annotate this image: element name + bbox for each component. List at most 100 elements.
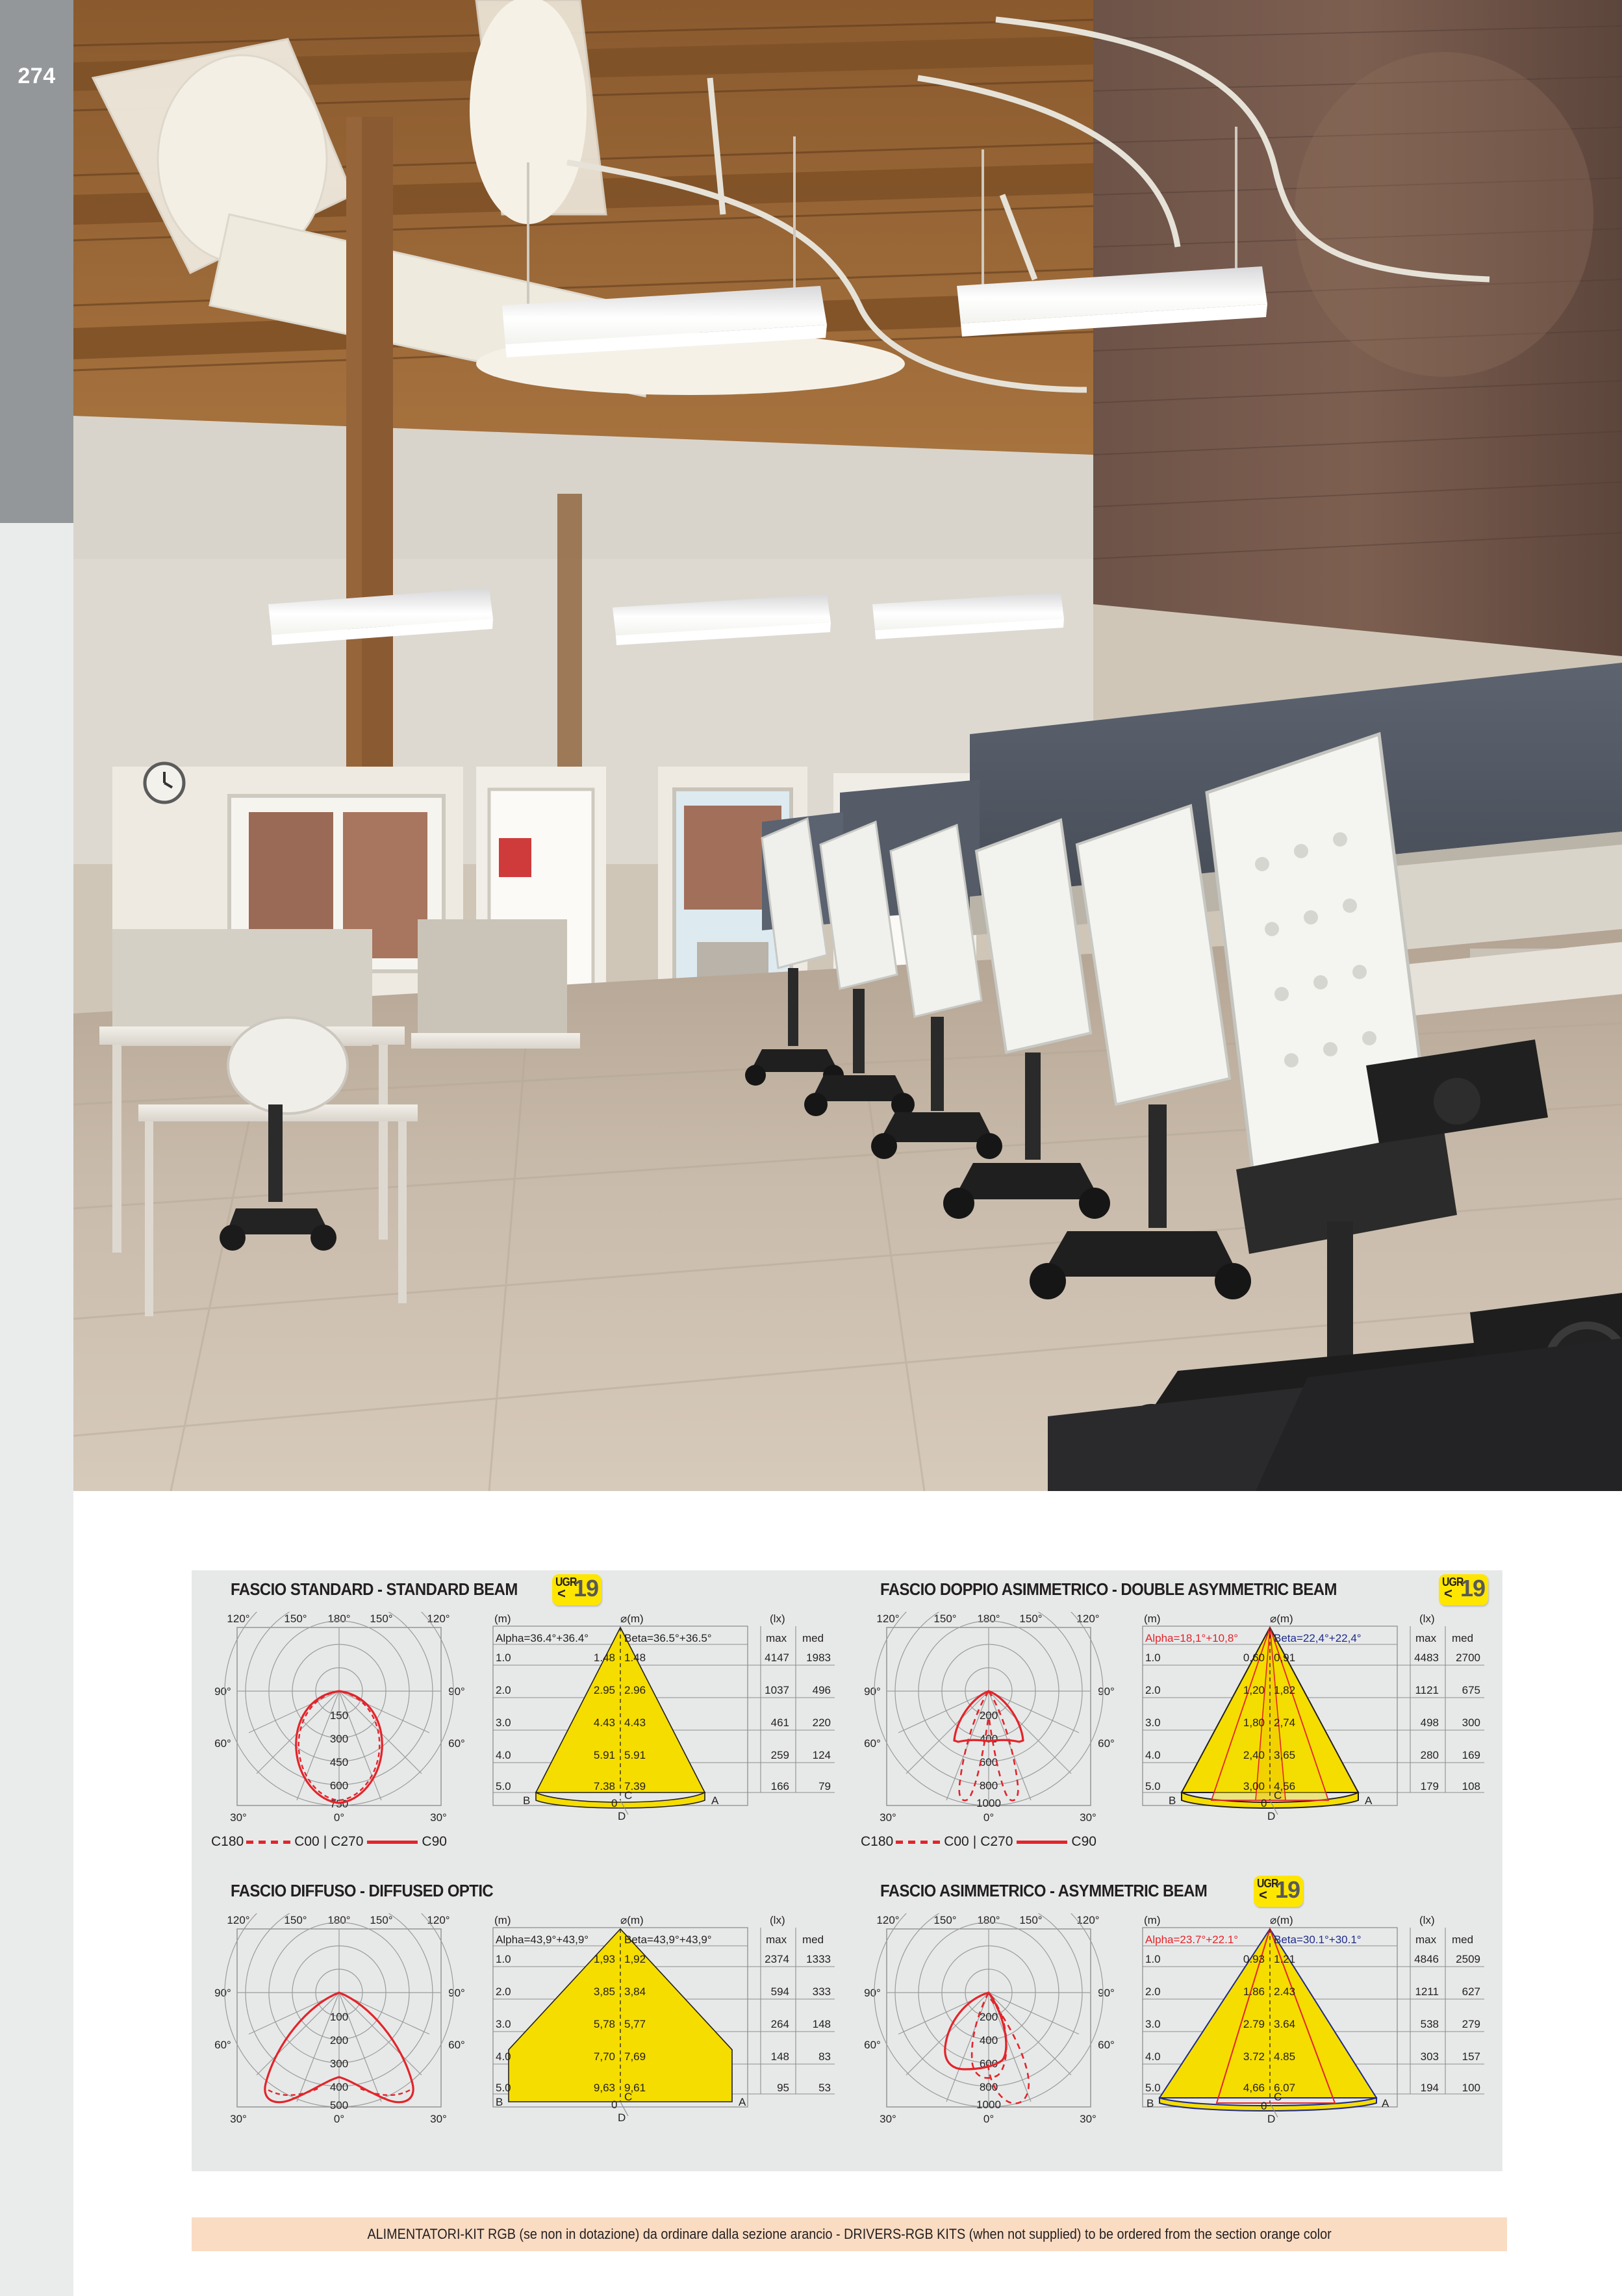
svg-text:150°: 150° (1019, 1914, 1042, 1926)
svg-text:2374: 2374 (765, 1953, 789, 1965)
svg-text:B: B (496, 2096, 503, 2108)
svg-text:5.0: 5.0 (496, 1780, 511, 1792)
svg-text:7.39: 7.39 (624, 1780, 646, 1792)
svg-text:3.72: 3.72 (1243, 2050, 1265, 2063)
svg-text:1,82: 1,82 (1274, 1684, 1295, 1696)
ugr-badge-asymmetric: UGR < 19 (1254, 1876, 1303, 1907)
svg-text:3,85: 3,85 (594, 1985, 615, 1998)
svg-text:300: 300 (330, 1733, 348, 1745)
page-sidebar-bottom-band (0, 523, 73, 2296)
svg-text:(lx): (lx) (770, 1914, 785, 1926)
svg-text:30°: 30° (1080, 2113, 1096, 2125)
svg-text:5,78: 5,78 (594, 2018, 615, 2030)
beam-title-diffused: FASCIO DIFFUSO - DIFFUSED OPTIC (231, 1881, 494, 1900)
legend-c90: C90 (1071, 1834, 1096, 1849)
svg-text:2.96: 2.96 (624, 1684, 646, 1696)
svg-text:83: 83 (818, 2050, 831, 2063)
drivers-rgb-kit-note-banner: ALIMENTATORI-KIT RGB (se non in dotazion… (192, 2217, 1507, 2251)
photometric-diagrams-panel: FASCIO STANDARD - STANDARD BEAM UGR < 19… (192, 1570, 1502, 2171)
svg-text:4,56: 4,56 (1274, 1780, 1295, 1792)
svg-text:675: 675 (1462, 1684, 1480, 1696)
drivers-rgb-kit-note-text: ALIMENTATORI-KIT RGB (se non in dotazion… (367, 2226, 1332, 2242)
svg-text:53: 53 (818, 2082, 831, 2094)
svg-text:30°: 30° (880, 2113, 896, 2125)
ugr-value: 19 (573, 1575, 599, 1601)
svg-text:Alpha=23.7°+22.1°: Alpha=23.7°+22.1° (1145, 1933, 1238, 1946)
svg-text:⌀(m): ⌀(m) (1270, 1613, 1293, 1625)
svg-text:5.0: 5.0 (1145, 1780, 1161, 1792)
svg-text:150°: 150° (933, 1914, 956, 1926)
svg-text:100: 100 (1462, 2082, 1480, 2094)
legend-separator: | (972, 1834, 977, 1849)
svg-text:1037: 1037 (765, 1684, 789, 1696)
svg-text:D: D (618, 2111, 626, 2124)
svg-text:D: D (1267, 1810, 1275, 1822)
svg-text:500: 500 (330, 2099, 348, 2111)
ugr-label: UGR (1257, 1877, 1278, 1890)
svg-text:120°: 120° (227, 1914, 249, 1926)
svg-text:5.0: 5.0 (496, 2082, 511, 2094)
svg-text:303: 303 (1421, 2050, 1439, 2063)
polar-legend-double-asymmetric: C180 C00 | C270 C90 (861, 1834, 1096, 1850)
cone-diagram-double-asymmetric: (m) ⌀(m) (lx) (1140, 1612, 1491, 1826)
svg-text:150°: 150° (284, 1914, 307, 1926)
svg-text:D: D (618, 1810, 626, 1822)
svg-text:4.0: 4.0 (1145, 1749, 1161, 1761)
svg-text:333: 333 (813, 1985, 831, 1998)
polar-plot-diffused: 120° 150° 180° 150° 120° 90° 60° 90° 60°… (211, 1878, 484, 2128)
svg-text:A: A (711, 1794, 719, 1807)
svg-text:2.0: 2.0 (496, 1684, 511, 1696)
svg-text:⌀(m): ⌀(m) (620, 1914, 644, 1926)
svg-text:C: C (1274, 1789, 1282, 1802)
legend-solid-line-icon (367, 1840, 418, 1844)
legend-c180: C180 (861, 1834, 894, 1849)
svg-text:C: C (624, 1789, 632, 1802)
svg-text:179: 179 (1421, 1780, 1439, 1792)
svg-text:90°: 90° (214, 1987, 231, 1999)
svg-text:B: B (1147, 2097, 1154, 2110)
svg-text:9,63: 9,63 (594, 2082, 615, 2094)
svg-text:498: 498 (1421, 1716, 1439, 1729)
svg-text:1121: 1121 (1415, 1684, 1439, 1696)
svg-text:150°: 150° (284, 1613, 307, 1625)
svg-text:90°: 90° (864, 1685, 881, 1698)
svg-text:2.0: 2.0 (496, 1985, 511, 1998)
svg-text:148: 148 (771, 2050, 789, 2063)
svg-text:2.0: 2.0 (1145, 1684, 1161, 1696)
svg-text:60°: 60° (864, 1737, 881, 1750)
ugr-badge-double-asymmetric: UGR < 19 (1439, 1574, 1488, 1605)
svg-text:1333: 1333 (806, 1953, 831, 1965)
svg-text:3.0: 3.0 (1145, 1716, 1161, 1729)
ugr-value: 19 (1460, 1575, 1486, 1601)
svg-text:594: 594 (771, 1985, 789, 1998)
svg-text:400: 400 (330, 2081, 348, 2093)
svg-text:A: A (1382, 2097, 1389, 2110)
svg-text:30°: 30° (880, 1811, 896, 1824)
svg-text:194: 194 (1421, 2082, 1439, 2094)
svg-text:6.07: 6.07 (1274, 2082, 1295, 2094)
legend-dashed-line-icon (896, 1840, 942, 1844)
svg-text:9,61: 9,61 (624, 2082, 646, 2094)
ugr-badge-standard: UGR < 19 (552, 1574, 602, 1605)
svg-text:3.0: 3.0 (496, 2018, 511, 2030)
svg-text:4.0: 4.0 (496, 1749, 511, 1761)
svg-text:4.0: 4.0 (1145, 2050, 1161, 2063)
svg-text:4147: 4147 (765, 1652, 789, 1664)
svg-text:200: 200 (980, 2011, 998, 2023)
svg-text:300: 300 (330, 2058, 348, 2070)
svg-text:1,92: 1,92 (624, 1953, 646, 1965)
svg-text:60°: 60° (214, 2039, 231, 2051)
svg-text:30°: 30° (430, 1811, 447, 1824)
beam-diagram-double-asymmetric: FASCIO DOPPIO ASIMMETRICO - DOUBLE ASYMM… (848, 1574, 1497, 1867)
svg-text:1.0: 1.0 (1145, 1953, 1161, 1965)
svg-text:90°: 90° (448, 1987, 465, 1999)
svg-text:Alpha=43,9°+43,9°: Alpha=43,9°+43,9° (496, 1933, 589, 1946)
svg-text:Beta=22,4°+22,4°: Beta=22,4°+22,4° (1274, 1632, 1362, 1644)
svg-text:166: 166 (771, 1780, 789, 1792)
office-interior-photo (73, 0, 1622, 1491)
cone-diagram-diffused: (m) ⌀(m) (lx) Alpha (490, 1913, 841, 2128)
svg-text:1,93: 1,93 (594, 1953, 615, 1965)
svg-text:4.85: 4.85 (1274, 2050, 1295, 2063)
svg-text:0: 0 (1261, 1797, 1267, 1809)
legend-dashed-line-icon (246, 1840, 292, 1844)
